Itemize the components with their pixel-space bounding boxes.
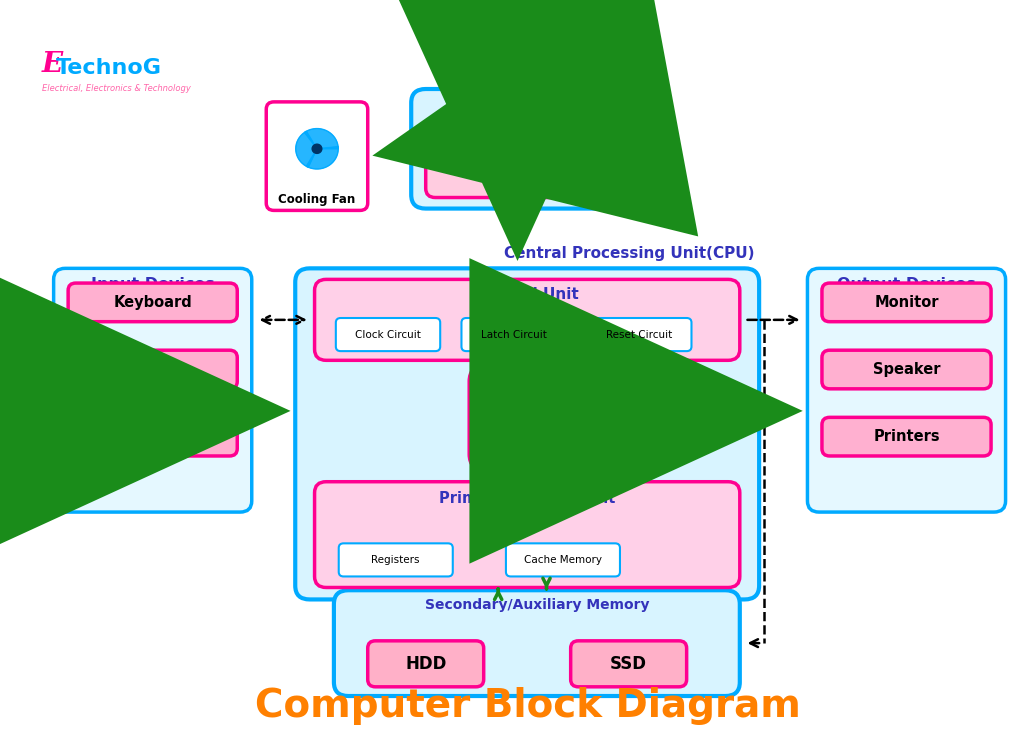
Text: Power Supply: Power Supply: [461, 98, 574, 113]
FancyBboxPatch shape: [807, 269, 1006, 512]
FancyBboxPatch shape: [68, 417, 237, 456]
FancyBboxPatch shape: [68, 283, 237, 322]
FancyBboxPatch shape: [469, 365, 590, 470]
Text: Computer Block Diagram: Computer Block Diagram: [256, 687, 801, 726]
FancyBboxPatch shape: [570, 641, 687, 687]
Text: Secondary/Auxiliary Memory: Secondary/Auxiliary Memory: [424, 598, 649, 612]
Text: Primary Memory Unit: Primary Memory Unit: [439, 490, 615, 506]
FancyBboxPatch shape: [315, 482, 740, 588]
FancyBboxPatch shape: [462, 318, 566, 351]
Text: Logic Unit): Logic Unit): [500, 437, 559, 447]
FancyBboxPatch shape: [822, 417, 991, 456]
Text: Central Processing Unit(CPU): Central Processing Unit(CPU): [504, 246, 754, 261]
Text: Speaker: Speaker: [873, 362, 940, 377]
Text: Cooling Fan: Cooling Fan: [278, 193, 356, 206]
Text: Keyboard: Keyboard: [113, 295, 192, 310]
FancyBboxPatch shape: [426, 131, 609, 197]
Polygon shape: [305, 128, 338, 149]
Text: Latch Circuit: Latch Circuit: [480, 329, 547, 340]
Text: SSD: SSD: [610, 655, 647, 673]
Text: HDD: HDD: [405, 655, 447, 673]
FancyBboxPatch shape: [822, 283, 991, 322]
Text: Input Devices: Input Devices: [91, 278, 215, 292]
FancyBboxPatch shape: [336, 318, 440, 351]
FancyBboxPatch shape: [267, 102, 368, 211]
FancyBboxPatch shape: [68, 350, 237, 389]
Text: E: E: [42, 51, 63, 78]
FancyBboxPatch shape: [295, 269, 759, 600]
Text: Monitor: Monitor: [874, 295, 939, 310]
Text: ALU: ALU: [508, 383, 551, 402]
Text: Electrical, Electronics & Technology: Electrical, Electronics & Technology: [42, 84, 191, 93]
Text: Registers: Registers: [372, 555, 420, 565]
Polygon shape: [295, 131, 317, 167]
Text: Printers: Printers: [873, 429, 940, 444]
FancyBboxPatch shape: [506, 543, 620, 577]
FancyBboxPatch shape: [338, 543, 453, 577]
Polygon shape: [307, 147, 338, 169]
FancyBboxPatch shape: [334, 590, 740, 696]
Text: Reset Circuit: Reset Circuit: [606, 329, 672, 340]
FancyBboxPatch shape: [53, 269, 251, 512]
Text: TechnoG: TechnoG: [55, 58, 161, 78]
Text: Output Devices: Output Devices: [837, 278, 976, 292]
Text: Mouse: Mouse: [126, 362, 180, 377]
FancyBboxPatch shape: [411, 89, 623, 209]
FancyBboxPatch shape: [315, 280, 740, 361]
Text: Control Unit: Control Unit: [475, 286, 579, 301]
Text: Cache Memory: Cache Memory: [524, 555, 602, 565]
FancyBboxPatch shape: [822, 350, 991, 389]
Circle shape: [312, 144, 322, 154]
Text: SMPS: SMPS: [486, 155, 548, 174]
FancyBboxPatch shape: [368, 641, 483, 687]
Text: (Arithmetic &: (Arithmetic &: [493, 422, 567, 432]
Text: Clock Circuit: Clock Circuit: [355, 329, 421, 340]
Text: Microphone: Microphone: [104, 429, 201, 444]
FancyBboxPatch shape: [587, 318, 692, 351]
